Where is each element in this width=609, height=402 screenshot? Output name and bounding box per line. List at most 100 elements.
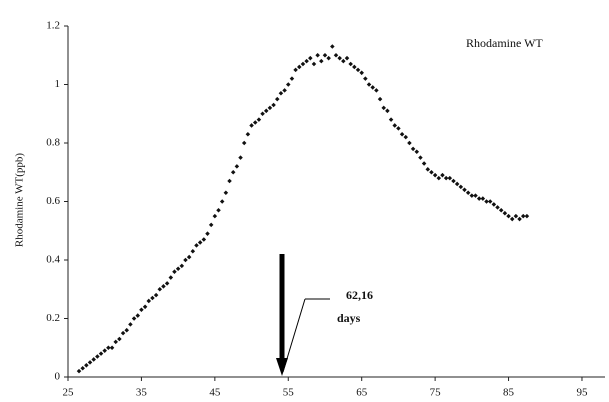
data-point (403, 134, 409, 140)
data-point (256, 117, 262, 122)
data-point (80, 365, 85, 371)
data-point (238, 155, 243, 160)
data-point (197, 240, 203, 245)
y-tick-label: 1.2 (46, 20, 60, 32)
data-point (407, 140, 412, 146)
data-point (506, 213, 511, 219)
y-axis-label: Rhodamine WT(ppb) (14, 153, 26, 248)
data-point (300, 61, 306, 67)
data-point (282, 88, 287, 93)
data-point (447, 175, 453, 181)
data-point (495, 205, 500, 210)
data-point (410, 146, 416, 152)
data-point (480, 196, 486, 201)
data-point (146, 298, 152, 304)
data-point (484, 199, 489, 204)
data-point (234, 164, 240, 169)
data-point (131, 316, 137, 321)
data-point (377, 96, 383, 102)
data-point (392, 123, 398, 128)
data-point (487, 199, 493, 204)
data-point (289, 76, 295, 81)
data-point (385, 108, 390, 114)
data-point (348, 61, 353, 67)
data-point (333, 52, 339, 58)
data-point (381, 105, 386, 111)
data-point (363, 76, 368, 81)
data-point (524, 213, 530, 219)
data-point (87, 360, 93, 365)
data-point (396, 126, 401, 131)
data-point (297, 64, 302, 70)
y-tick-label: 0.2 (46, 312, 60, 324)
x-tick-label: 25 (63, 387, 75, 399)
data-point (91, 357, 96, 362)
data-point (418, 155, 423, 160)
data-point (513, 213, 519, 219)
data-point (183, 257, 188, 263)
y-tick-label: 1 (55, 78, 61, 90)
data-point (304, 58, 309, 64)
data-point (109, 345, 115, 351)
data-point (117, 336, 122, 342)
data-point (491, 202, 497, 207)
data-point (465, 190, 471, 195)
data-point (135, 313, 141, 318)
data-point (223, 190, 229, 195)
data-point (509, 216, 515, 222)
data-point (120, 330, 126, 336)
data-point (271, 102, 276, 108)
x-tick-label: 75 (430, 387, 442, 399)
data-point (319, 58, 324, 64)
data-point (440, 172, 445, 178)
data-point (355, 67, 361, 73)
data-point (458, 184, 464, 190)
data-point (190, 248, 196, 254)
data-point (194, 243, 199, 248)
y-tick-label: 0.6 (46, 195, 60, 207)
data-point (454, 181, 460, 187)
data-point (429, 169, 434, 175)
data-point (476, 196, 482, 201)
data-point (374, 88, 379, 93)
data-point (260, 111, 265, 117)
data-point (249, 123, 254, 128)
data-point (84, 363, 89, 368)
data-point (462, 187, 467, 193)
data-point (142, 304, 148, 310)
data-point (216, 208, 221, 213)
data-point (366, 82, 372, 87)
data-point (124, 327, 130, 333)
annotation: 62,16 (346, 288, 373, 302)
x-tick-label: 55 (283, 387, 295, 399)
data-point (322, 52, 328, 58)
x-tick-label: 45 (209, 387, 221, 399)
data-point (315, 52, 320, 58)
data-point (245, 131, 251, 137)
data-point (337, 55, 342, 61)
data-point (157, 286, 163, 292)
data-point (172, 269, 177, 274)
data-point (230, 169, 236, 175)
data-point (308, 55, 313, 61)
data-point (219, 199, 225, 204)
data-point (451, 178, 456, 184)
data-point (286, 82, 291, 87)
data-point (161, 284, 166, 289)
data-point (208, 222, 214, 228)
data-point (370, 85, 375, 90)
y-tick-label: 0 (55, 371, 61, 383)
data-point (150, 295, 155, 301)
data-point (326, 55, 331, 61)
data-point (179, 263, 185, 269)
data-point (388, 117, 394, 122)
annotation-leader (282, 298, 306, 373)
data-point (498, 208, 504, 213)
data-point (311, 61, 317, 67)
data-point (359, 70, 364, 76)
data-point (432, 172, 438, 178)
x-tick-label: 65 (356, 387, 368, 399)
data-point (113, 339, 118, 345)
data-point (278, 91, 284, 96)
